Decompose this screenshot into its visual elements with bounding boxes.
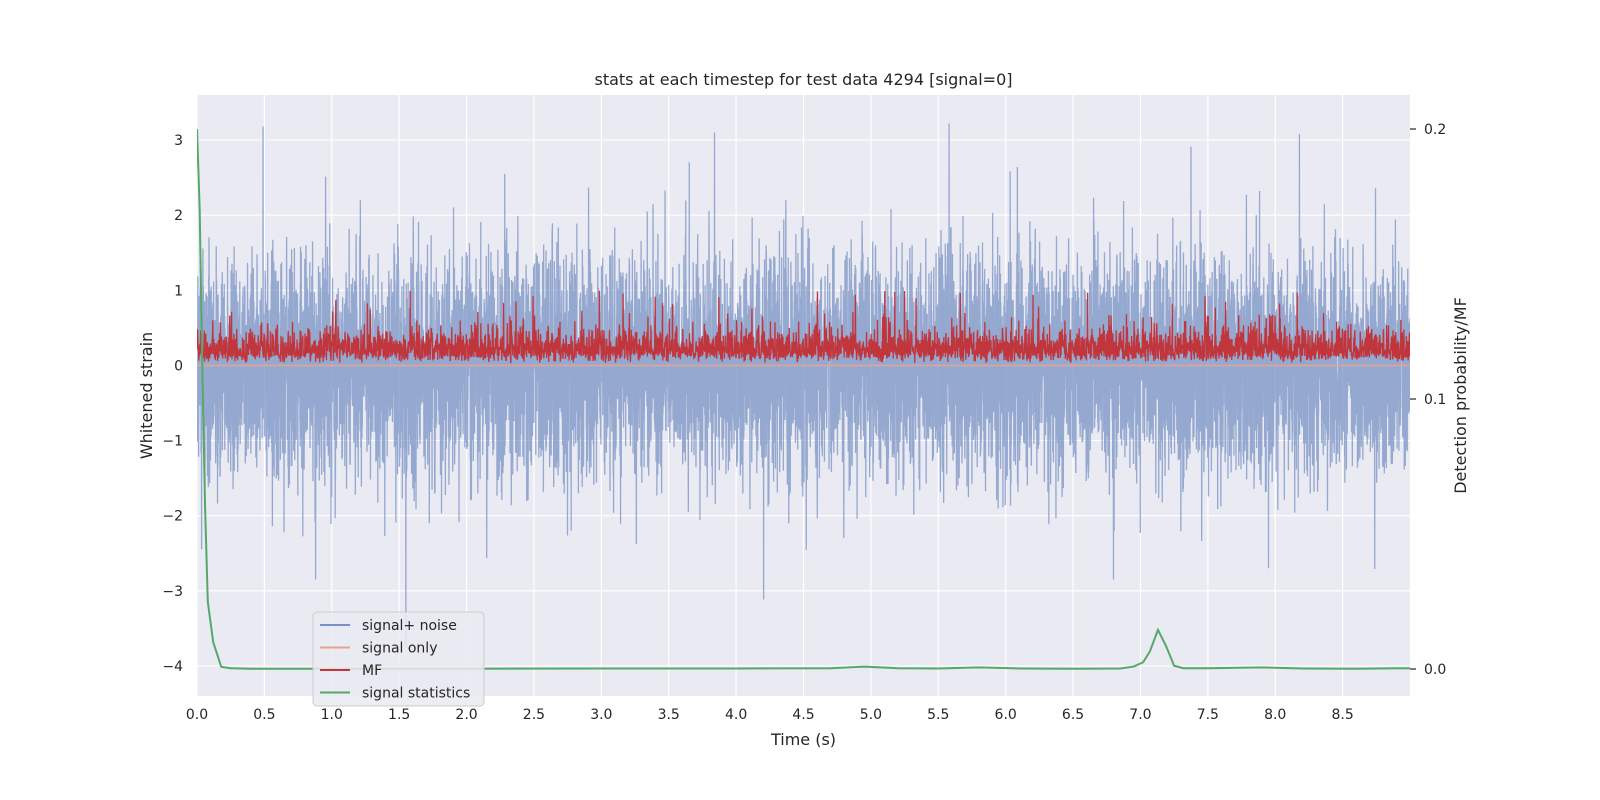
- y-tick-label: −3: [162, 584, 183, 600]
- y2-tick-label: 0.0: [1424, 662, 1446, 678]
- y-tick-label: −1: [162, 434, 183, 450]
- legend: signal+ noise signal only MF signal statist…: [312, 611, 485, 707]
- chart-title: stats at each timestep for test data 429…: [594, 70, 1012, 89]
- x-tick-label: 8.5: [1331, 707, 1353, 723]
- legend-label: signal statistics: [362, 686, 470, 702]
- y-axis-left: −4 −3 −2 −1 0 1 2 3: [162, 133, 183, 675]
- y2-axis-label: Detection probability/MF: [1451, 297, 1470, 494]
- x-tick-label: 3.0: [590, 707, 612, 723]
- x-axis-label: Time (s): [770, 730, 836, 749]
- x-tick-label: 6.5: [1062, 707, 1084, 723]
- x-tick-label: 7.0: [1129, 707, 1151, 723]
- y2-tick-label: 0.2: [1424, 122, 1446, 138]
- x-tick-label: 2.0: [455, 707, 477, 723]
- x-tick-label: 0.5: [253, 707, 275, 723]
- legend-label: signal only: [362, 641, 437, 657]
- x-tick-label: 6.0: [995, 707, 1017, 723]
- x-tick-label: 3.5: [658, 707, 680, 723]
- legend-label: MF: [362, 663, 382, 679]
- series-layer: [197, 123, 1410, 670]
- x-axis: 0.0 0.5 1.0 1.5 2.0 2.5 3.0 3.5 4.0 4.5 5.0 5.5 6.0 6…: [186, 707, 1354, 723]
- series-mf-line: [197, 290, 1410, 364]
- y-tick-label: −4: [162, 659, 183, 675]
- y-tick-label: 1: [174, 283, 183, 299]
- x-tick-label: 1.5: [388, 707, 410, 723]
- series-signal-statistics-line: [197, 128, 1410, 670]
- y-tick-label: 3: [174, 133, 183, 149]
- x-tick-label: 5.5: [927, 707, 949, 723]
- legend-box: [312, 611, 485, 707]
- y-axis-right: 0.0 0.1 0.2: [1410, 122, 1446, 678]
- x-tick-label: 7.5: [1197, 707, 1219, 723]
- x-tick-label: 4.0: [725, 707, 747, 723]
- y-axis-label: Whitened strain: [137, 332, 156, 459]
- y2-tick-label: 0.1: [1424, 392, 1446, 408]
- x-tick-label: 2.5: [523, 707, 545, 723]
- x-tick-label: 0.0: [186, 707, 208, 723]
- x-tick-label: 8.0: [1264, 707, 1286, 723]
- legend-label: signal+ noise: [362, 618, 457, 634]
- x-tick-label: 1.0: [321, 707, 343, 723]
- x-tick-label: 5.0: [860, 707, 882, 723]
- y-tick-label: 2: [174, 208, 183, 224]
- y-tick-label: 0: [174, 358, 183, 374]
- x-tick-label: 4.5: [792, 707, 814, 723]
- y-tick-label: −2: [162, 509, 183, 525]
